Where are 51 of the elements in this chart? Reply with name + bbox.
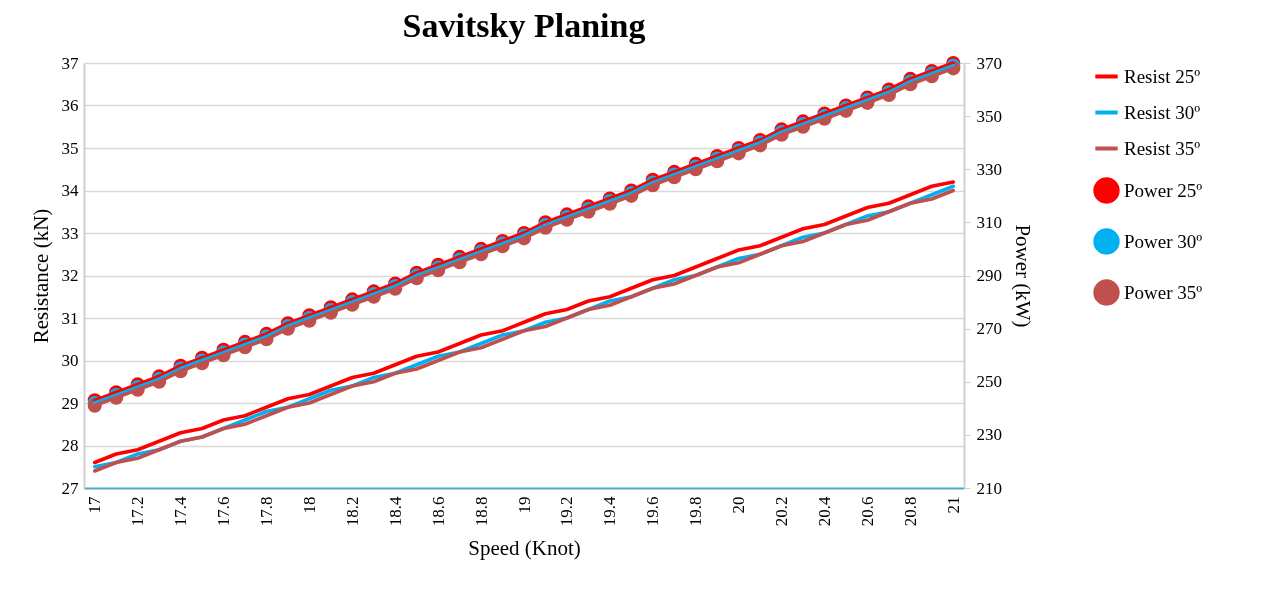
y2-tick-label: 330 [976,159,1002,179]
y2-axis-title: Power (kW) [1011,224,1035,328]
x-tick-label: 18.6 [428,496,448,527]
x-tick-label: 20.6 [857,496,877,527]
y-tick-label: 33 [61,223,79,243]
x-tick-label: 19.2 [557,496,577,527]
x-tick-label: 17.6 [214,496,234,527]
y2-tick-label: 270 [976,319,1002,339]
y-tick-label: 35 [61,138,79,158]
y2-tick-label: 250 [976,372,1002,392]
y-tick-label: 37 [61,53,79,73]
y2-tick-label: 370 [976,53,1002,73]
x-tick-label: 17.8 [256,496,276,527]
y2-tick-label: 230 [976,425,1002,445]
legend-label: Power 35º [1124,281,1203,303]
x-tick-label: 20.2 [772,496,792,527]
y-tick-label: 30 [61,351,79,370]
y-tick-label: 36 [61,96,79,115]
x-tick-label: 19.6 [643,496,663,527]
legend-label: Power 30º [1124,230,1203,252]
chart-title: Savitsky Planing [402,7,646,44]
y2-tick-label: 290 [976,266,1002,285]
x-tick-label: 20 [729,496,749,514]
x-tick-label: 19.8 [686,496,706,527]
legend-label: Resist 25º [1124,65,1201,87]
x-tick-label: 18.8 [471,496,491,527]
y2-tick-label: 350 [976,106,1002,126]
x-tick-label: 18.2 [342,496,362,527]
y-axis-title: Resistance (kN) [28,208,53,344]
y-tick-label: 31 [61,308,79,328]
x-axis-title: Speed (Knot) [468,536,581,561]
legend-label: Power 25º [1124,179,1203,201]
y-tick-label: 34 [61,181,79,200]
legend-label: Resist 30º [1124,101,1201,123]
x-tick-label: 19 [514,496,534,514]
y-tick-label: 29 [61,393,79,413]
legend-label: Resist 35º [1124,137,1201,159]
x-tick-label: 17 [85,496,105,514]
x-tick-label: 20.8 [900,496,920,527]
y-tick-label: 28 [61,436,79,455]
x-tick-label: 18.4 [385,496,405,527]
x-tick-label: 17.2 [128,496,148,527]
x-tick-label: 19.4 [600,496,620,527]
x-tick-label: 17.4 [171,496,191,527]
x-tick-label: 18 [299,496,319,514]
x-tick-label: 21 [943,496,963,514]
y-tick-label: 32 [61,266,79,285]
y2-tick-label: 210 [976,478,1002,498]
y2-tick-label: 310 [976,212,1002,232]
x-tick-label: 20.4 [814,496,834,527]
y-tick-label: 27 [61,478,79,498]
